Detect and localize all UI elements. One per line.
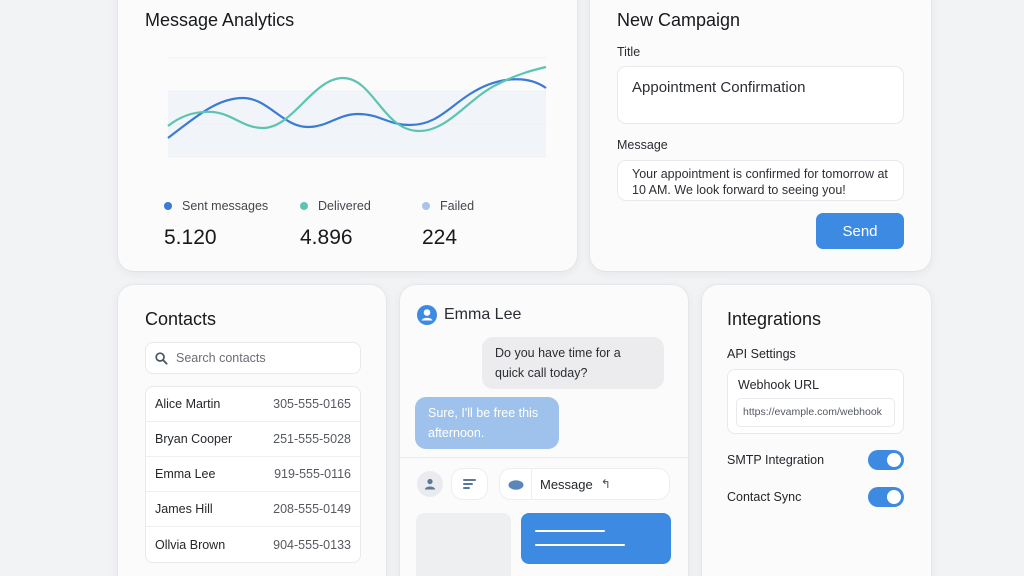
message-label: Message xyxy=(617,138,668,152)
contact-sync-label: Contact Sync xyxy=(727,490,802,504)
text-format-button[interactable] xyxy=(451,468,488,500)
message-analytics-card: Message Analytics Sent messages Delivere… xyxy=(118,0,577,271)
webhook-url-label: Webhook URL xyxy=(738,378,820,392)
person-icon xyxy=(424,478,436,490)
user-avatar-icon xyxy=(417,305,437,325)
api-settings-label: API Settings xyxy=(727,347,796,361)
smtp-integration-label: SMTP Integration xyxy=(727,453,825,467)
chat-contact-name: Emma Lee xyxy=(444,306,522,323)
analytics-line-chart xyxy=(167,57,547,158)
title-label: Title xyxy=(617,45,641,59)
contact-row[interactable]: Ollvia Brown 904-555-0133 xyxy=(155,537,351,552)
delivered-count: 4.896 xyxy=(300,226,353,249)
sent-messages-line xyxy=(167,78,547,139)
sent-dot-icon xyxy=(164,202,172,210)
contact-row[interactable]: James Hill 208-555-0149 xyxy=(146,492,360,527)
profile-button[interactable] xyxy=(417,471,443,497)
analytics-title: Message Analytics xyxy=(145,10,295,30)
integrations-card: Integrations API Settings Webhook URL ht… xyxy=(702,285,931,576)
reply-icon[interactable]: ↰ xyxy=(600,477,611,491)
send-button[interactable]: Send xyxy=(816,213,904,249)
text-lines-icon xyxy=(462,479,476,489)
chat-divider xyxy=(400,457,688,458)
chat-card: Emma Lee Do you have time for a quick ca… xyxy=(400,285,688,576)
smtp-integration-toggle[interactable] xyxy=(868,450,904,470)
cloud-icon xyxy=(500,469,532,499)
smtp-integration-row: SMTP Integration xyxy=(727,450,904,470)
legend-delivered: Delivered xyxy=(300,199,371,213)
legend-sent: Sent messages xyxy=(164,199,268,213)
contacts-card: Contacts Search contacts Alice Martin 30… xyxy=(118,285,386,576)
delivered-dot-icon xyxy=(300,202,308,210)
contacts-title: Contacts xyxy=(145,309,217,329)
contact-sync-toggle[interactable] xyxy=(868,487,904,507)
failed-dot-icon xyxy=(422,202,430,210)
compose-label: Message xyxy=(540,476,593,492)
new-campaign-card: New Campaign Title Appointment Confirmat… xyxy=(590,0,931,271)
draft-message-preview xyxy=(521,513,671,564)
campaign-title: New Campaign xyxy=(617,10,741,30)
webhook-url-input[interactable]: https://evample.com/webhook xyxy=(736,398,895,427)
webhook-settings: Webhook URL https://evample.com/webhook xyxy=(727,369,904,434)
campaign-message-input[interactable]: Your appointment is confirmed for tomorr… xyxy=(617,160,904,201)
attachment-placeholder xyxy=(416,513,511,576)
outgoing-message-bubble: Sure, I'll be free this afternoon. xyxy=(415,397,559,449)
contact-row[interactable]: Alice Martin 305-555-0165 xyxy=(146,387,360,422)
search-icon xyxy=(155,351,168,365)
delivered-line xyxy=(167,65,547,133)
text-line xyxy=(535,530,605,532)
legend-failed: Failed xyxy=(422,199,474,213)
search-placeholder: Search contacts xyxy=(176,351,266,365)
campaign-title-input[interactable]: Appointment Confirmation xyxy=(617,66,904,124)
incoming-message-bubble: Do you have time for a quick call today? xyxy=(482,337,664,389)
contact-list: Alice Martin 305-555-0165 Bryan Cooper 2… xyxy=(145,386,361,563)
failed-count: 224 xyxy=(422,226,458,249)
sent-count: 5.120 xyxy=(164,226,217,249)
integrations-title: Integrations xyxy=(727,309,822,329)
search-contacts-input[interactable]: Search contacts xyxy=(145,342,361,374)
message-compose-input[interactable]: Message ↰ xyxy=(499,468,670,500)
chat-header: Emma Lee xyxy=(417,305,521,325)
contact-sync-row: Contact Sync xyxy=(727,487,904,507)
text-line xyxy=(535,544,625,546)
contact-row[interactable]: Emma Lee 919-555-0116 xyxy=(146,457,360,492)
contact-row[interactable]: Bryan Cooper 251-555-5028 xyxy=(146,422,360,457)
